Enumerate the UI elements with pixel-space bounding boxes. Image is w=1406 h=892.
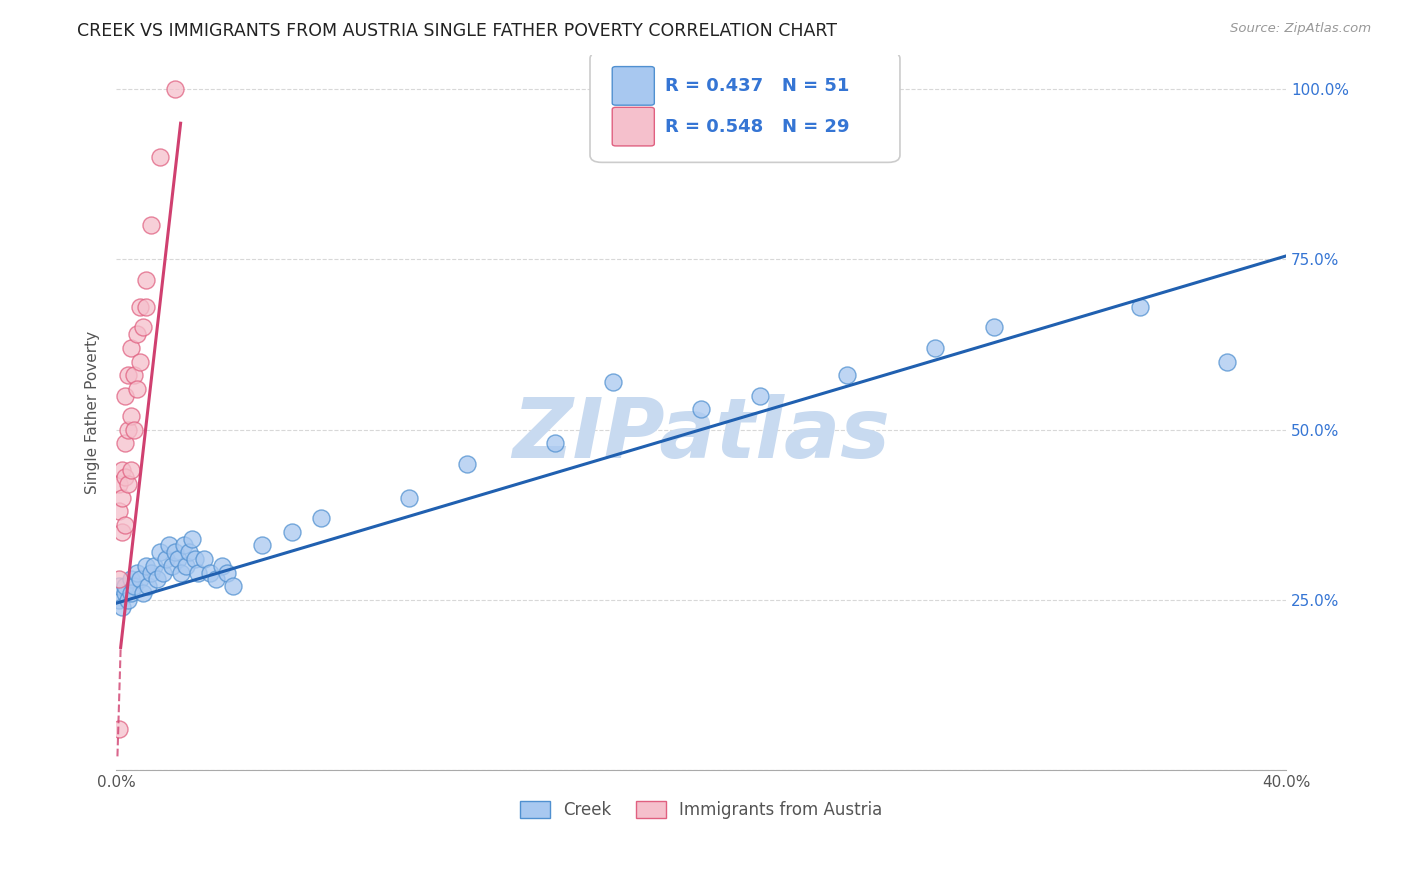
Point bbox=[128, 354, 150, 368]
Point bbox=[222, 579, 245, 593]
Point bbox=[114, 470, 136, 484]
Point bbox=[160, 558, 183, 573]
Point bbox=[138, 579, 160, 593]
Point bbox=[120, 463, 142, 477]
Point bbox=[1129, 300, 1152, 314]
Point bbox=[122, 368, 145, 383]
Point bbox=[211, 558, 233, 573]
Point bbox=[120, 409, 142, 423]
Point bbox=[690, 402, 713, 417]
Point bbox=[169, 566, 191, 580]
Point bbox=[120, 586, 142, 600]
Point bbox=[176, 558, 198, 573]
Point bbox=[309, 511, 332, 525]
Point bbox=[193, 552, 215, 566]
Point bbox=[122, 579, 145, 593]
Point bbox=[122, 423, 145, 437]
Point bbox=[149, 545, 172, 559]
Point bbox=[128, 300, 150, 314]
Point bbox=[837, 368, 859, 383]
Point bbox=[1216, 354, 1239, 368]
Point bbox=[114, 586, 136, 600]
Point bbox=[117, 592, 139, 607]
Point bbox=[141, 219, 163, 233]
Point bbox=[120, 573, 142, 587]
Point bbox=[181, 532, 204, 546]
Point bbox=[198, 566, 221, 580]
Point bbox=[111, 524, 134, 539]
Point bbox=[204, 573, 226, 587]
Y-axis label: Single Father Poverty: Single Father Poverty bbox=[86, 331, 100, 494]
Point bbox=[117, 477, 139, 491]
Point bbox=[114, 579, 136, 593]
Point bbox=[163, 545, 186, 559]
Point bbox=[163, 82, 186, 96]
Point bbox=[108, 477, 131, 491]
Point bbox=[111, 491, 134, 505]
Point bbox=[983, 320, 1005, 334]
Point bbox=[149, 150, 172, 164]
Point bbox=[217, 566, 239, 580]
Point bbox=[398, 491, 420, 505]
Point bbox=[184, 552, 207, 566]
Point bbox=[108, 579, 131, 593]
Point bbox=[187, 566, 209, 580]
Point bbox=[128, 573, 150, 587]
Point bbox=[280, 524, 302, 539]
Point bbox=[141, 566, 163, 580]
Point bbox=[152, 566, 174, 580]
Text: Source: ZipAtlas.com: Source: ZipAtlas.com bbox=[1230, 22, 1371, 36]
Text: R = 0.437   N = 51: R = 0.437 N = 51 bbox=[665, 77, 849, 95]
Point bbox=[131, 320, 153, 334]
Point bbox=[602, 375, 624, 389]
Point bbox=[155, 552, 177, 566]
Point bbox=[111, 463, 134, 477]
FancyBboxPatch shape bbox=[612, 67, 654, 105]
Point bbox=[114, 436, 136, 450]
Point bbox=[143, 558, 166, 573]
Point bbox=[114, 517, 136, 532]
Point bbox=[146, 573, 169, 587]
Point bbox=[125, 327, 148, 342]
Point bbox=[120, 341, 142, 355]
Point bbox=[748, 388, 770, 402]
Text: ZIPatlas: ZIPatlas bbox=[512, 393, 890, 475]
Point bbox=[114, 388, 136, 402]
Text: R = 0.548   N = 29: R = 0.548 N = 29 bbox=[665, 118, 849, 136]
Point bbox=[131, 586, 153, 600]
Point bbox=[108, 592, 131, 607]
Point bbox=[134, 300, 156, 314]
Point bbox=[108, 504, 131, 518]
FancyBboxPatch shape bbox=[591, 52, 900, 162]
Point bbox=[166, 552, 188, 566]
Point bbox=[252, 538, 274, 552]
Text: CREEK VS IMMIGRANTS FROM AUSTRIA SINGLE FATHER POVERTY CORRELATION CHART: CREEK VS IMMIGRANTS FROM AUSTRIA SINGLE … bbox=[77, 22, 838, 40]
Point bbox=[173, 538, 195, 552]
Point bbox=[544, 436, 567, 450]
Point bbox=[134, 273, 156, 287]
Point bbox=[179, 545, 201, 559]
Point bbox=[117, 368, 139, 383]
Point bbox=[117, 423, 139, 437]
Legend: Creek, Immigrants from Austria: Creek, Immigrants from Austria bbox=[513, 795, 890, 826]
Point bbox=[125, 382, 148, 396]
Point bbox=[134, 558, 156, 573]
Point bbox=[108, 573, 131, 587]
Point bbox=[111, 599, 134, 614]
Point bbox=[157, 538, 180, 552]
Point bbox=[125, 566, 148, 580]
Point bbox=[924, 341, 946, 355]
FancyBboxPatch shape bbox=[612, 107, 654, 146]
Point bbox=[456, 457, 478, 471]
Point bbox=[108, 722, 131, 736]
